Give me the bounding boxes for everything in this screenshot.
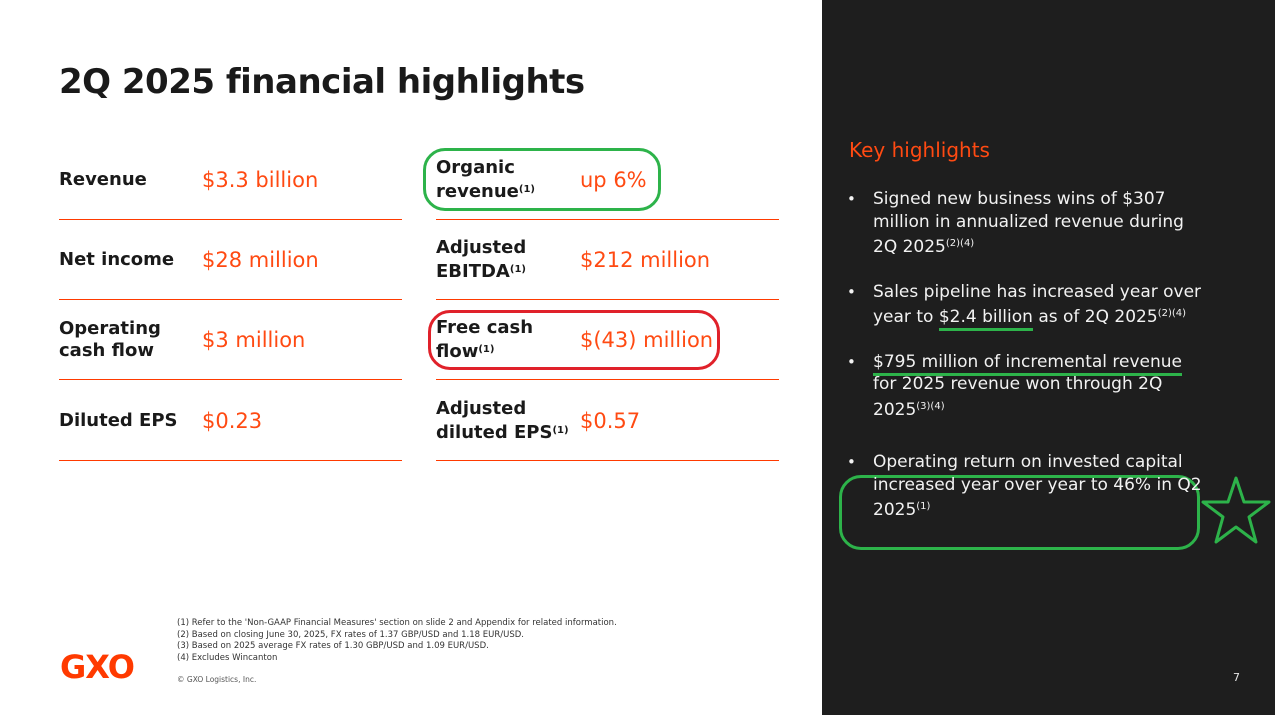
metric-value: $212 million (580, 247, 711, 272)
metric-value: $0.57 (580, 408, 641, 433)
gxo-logo: GXO (60, 648, 135, 686)
metric-label: Organic revenue(1) (436, 156, 535, 202)
slide-title: 2Q 2025 financial highlights (59, 62, 585, 102)
metric-label: Revenue (59, 168, 147, 190)
footnotes: (1) Refer to the 'Non-GAAP Financial Mea… (177, 618, 617, 664)
metric-organic-revenue: Organic revenue(1) up 6% (436, 140, 779, 220)
metric-value: $28 million (202, 247, 319, 272)
metric-label: Operating cash flow (59, 317, 161, 361)
metric-label: Diluted EPS (59, 409, 178, 431)
footnote: (2) Based on closing June 30, 2025, FX r… (177, 629, 524, 640)
metric-value: $3 million (202, 327, 306, 352)
metric-operating-cash-flow: Operating cash flow $3 million (59, 300, 402, 380)
metric-value: $(43) million (580, 327, 714, 352)
annotation-circle-free-cash-flow (428, 310, 720, 370)
metric-label: Adjusted diluted EPS(1) (436, 397, 569, 443)
list-item: • Sales pipeline has increased year over… (847, 281, 1207, 331)
annotation-underline: $2.4 billion (938, 307, 1033, 331)
bullet-icon: • (847, 453, 856, 471)
footnote: (1) Refer to the 'Non-GAAP Financial Mea… (177, 618, 617, 628)
bullet-icon: • (847, 282, 856, 301)
footnote: (4) Excludes Wincanton (177, 652, 278, 663)
slide-main-panel (0, 0, 822, 715)
metric-value: $3.3 billion (202, 167, 319, 192)
metric-label: Net income (59, 248, 175, 270)
list-item: • $795 million of incremental revenue fo… (847, 351, 1183, 420)
key-highlights-list: • Signed new business wins of $307 milli… (847, 188, 1207, 544)
footnote: (3) Based on 2025 average FX rates of 1.… (177, 641, 489, 651)
copyright: © GXO Logistics, Inc. (177, 675, 257, 684)
page-number: 7 (1233, 671, 1240, 684)
metric-revenue: Revenue $3.3 billion (59, 140, 402, 220)
metric-label: Adjusted EBITDA(1) (436, 236, 527, 282)
metric-free-cash-flow: Free cash flow(1) $(43) million (436, 300, 779, 380)
annotation-underline: $795 million of incremental revenue (873, 351, 1183, 376)
metric-value: $0.23 (202, 408, 263, 433)
key-highlights-title: Key highlights (849, 138, 990, 162)
metric-adjusted-ebitda: Adjusted EBITDA(1) $212 million (436, 220, 779, 300)
list-item: • Operating return on invested capital i… (847, 452, 1202, 520)
metric-net-income: Net income $28 million (59, 220, 402, 300)
metric-value: up 6% (580, 167, 647, 192)
metric-adjusted-diluted-eps: Adjusted diluted EPS(1) $0.57 (436, 381, 779, 461)
list-item: • Signed new business wins of $307 milli… (847, 189, 1184, 257)
bullet-icon: • (847, 190, 856, 208)
star-icon (1201, 476, 1271, 544)
annotation-circle-roic (839, 475, 1200, 550)
annotation-circle-organic-revenue (423, 148, 661, 211)
key-highlights-panel (822, 0, 1275, 715)
bullet-icon: • (847, 352, 856, 371)
metric-diluted-eps: Diluted EPS $0.23 (59, 381, 402, 461)
